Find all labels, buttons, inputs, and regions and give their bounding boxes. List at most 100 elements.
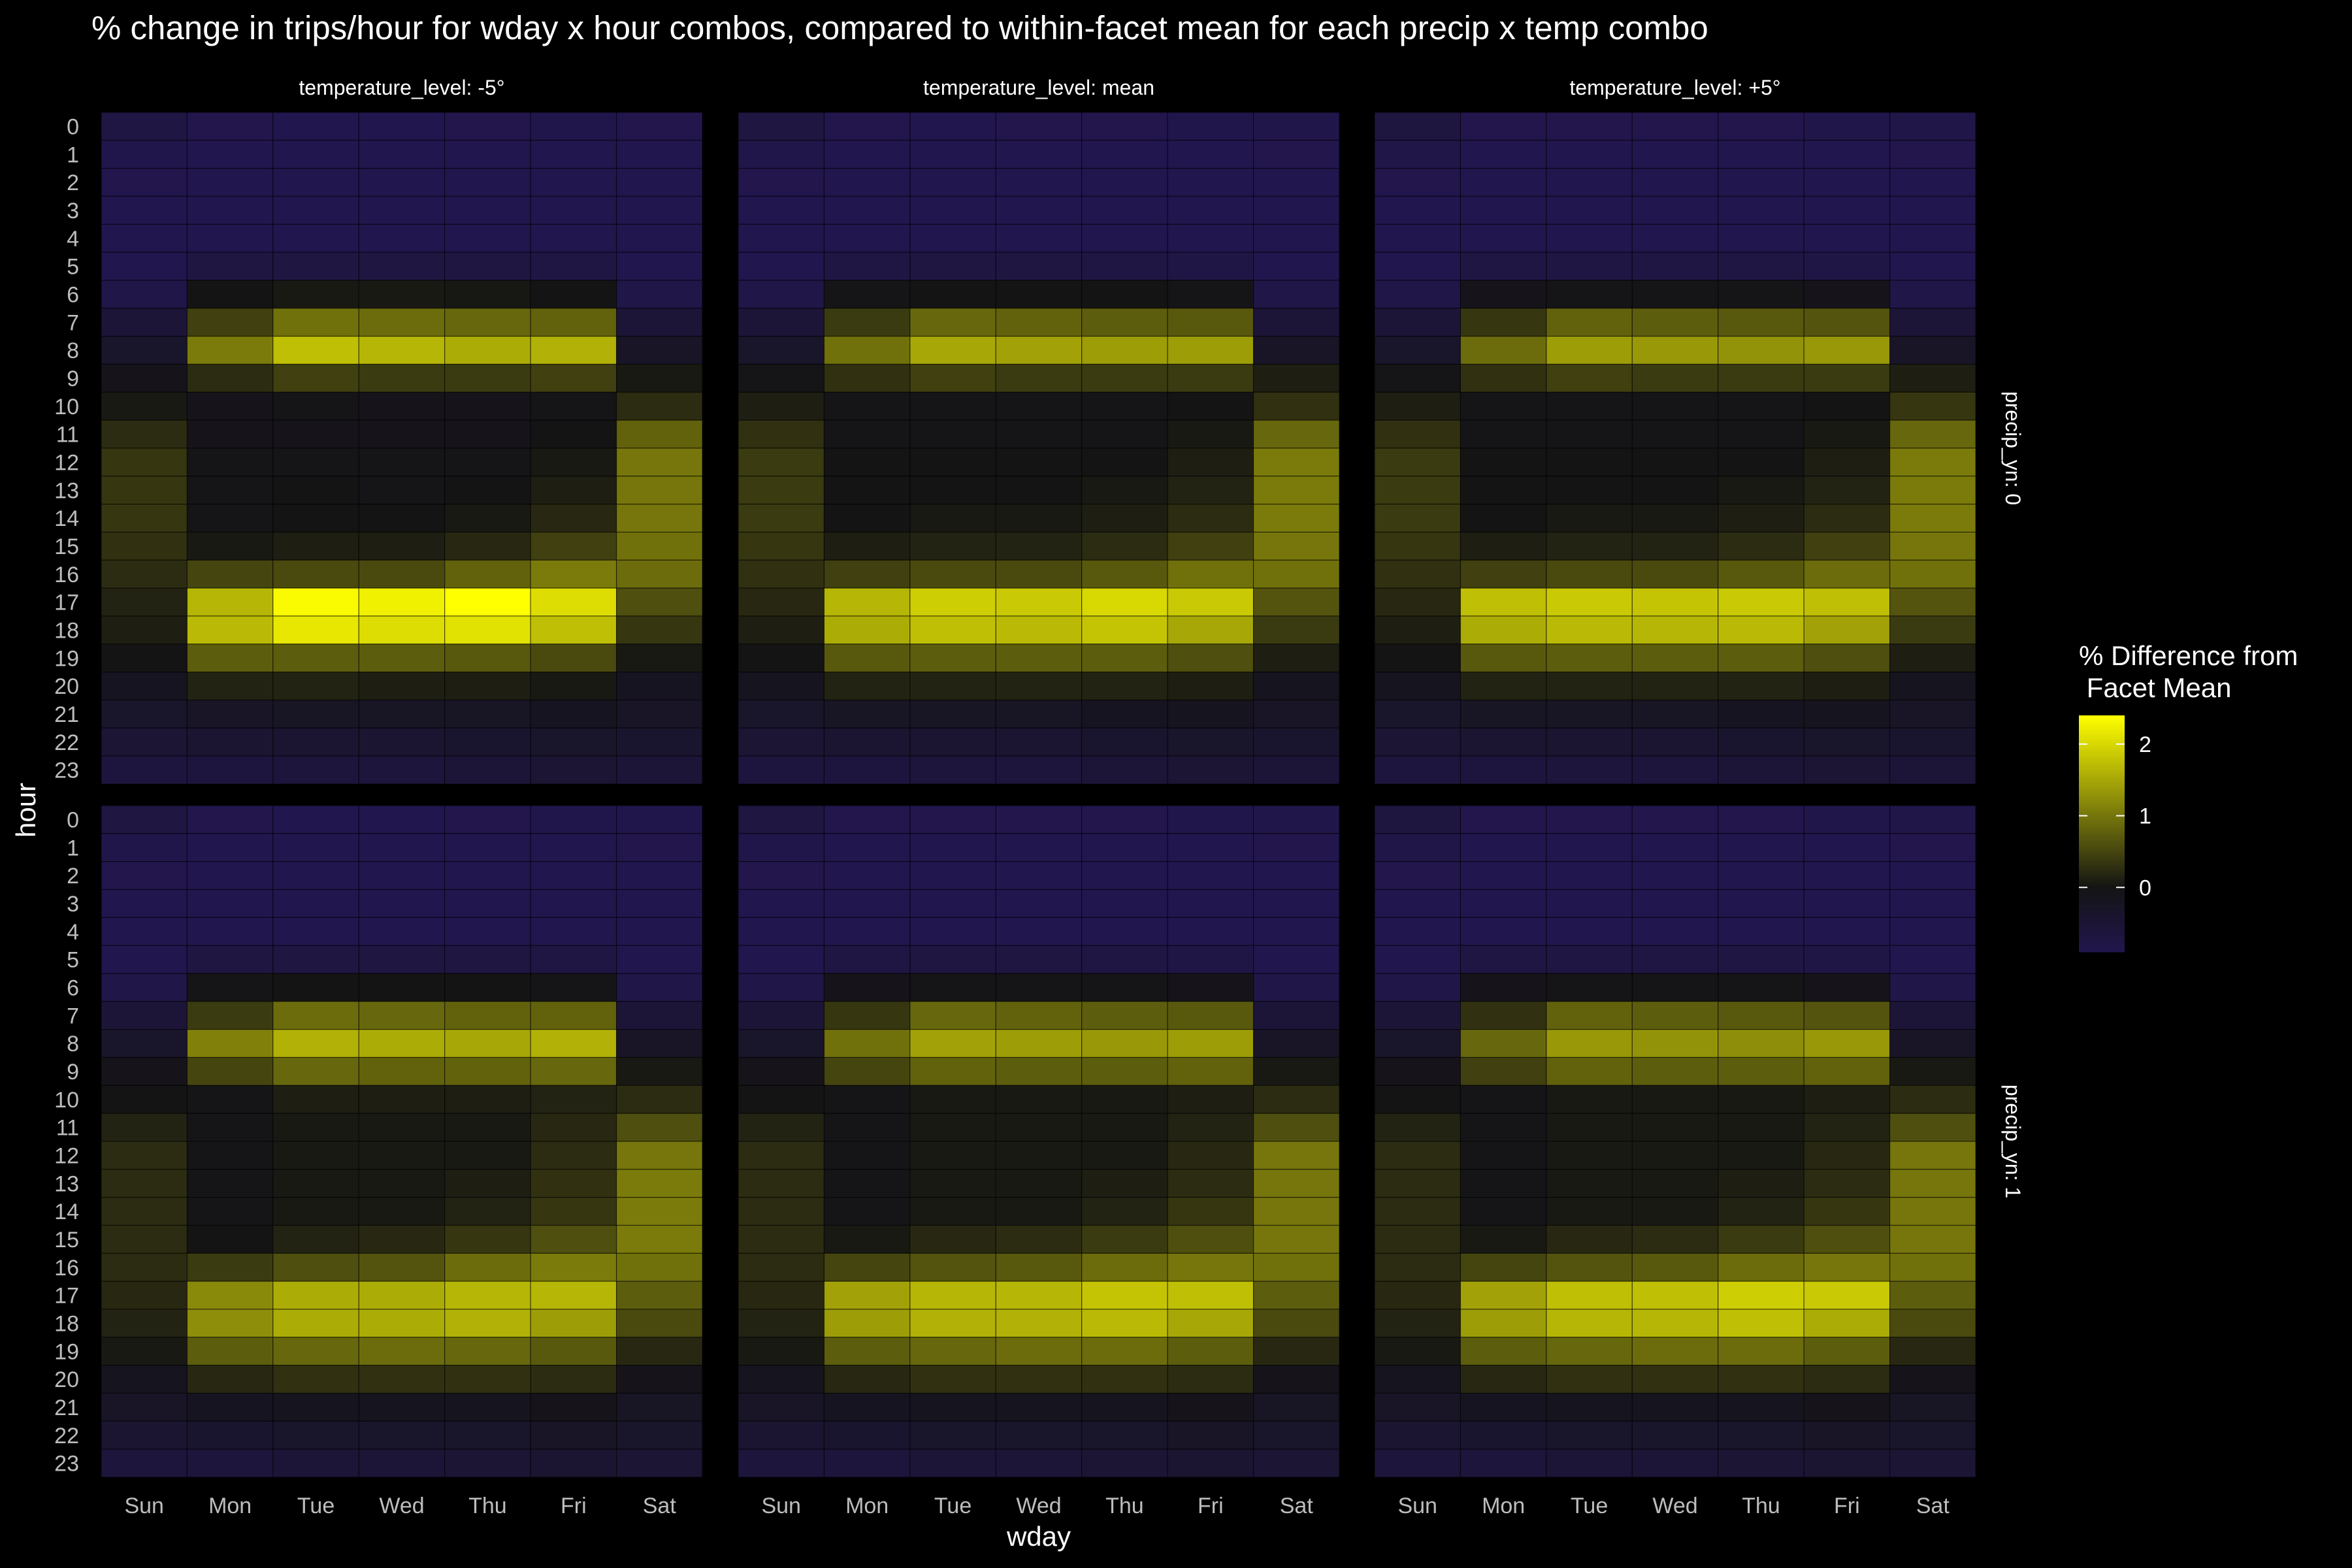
heatmap-cell bbox=[101, 1056, 188, 1086]
heatmap-cell bbox=[615, 1056, 703, 1086]
heatmap-cell bbox=[530, 363, 617, 393]
heatmap-cell bbox=[1167, 861, 1254, 890]
heatmap-cell bbox=[1718, 644, 1805, 673]
legend-gradient-step bbox=[2079, 825, 2125, 828]
heatmap-cell bbox=[1803, 1448, 1891, 1478]
heatmap-cell bbox=[358, 140, 446, 169]
legend-gradient-step bbox=[2079, 841, 2125, 844]
heatmap-cell bbox=[358, 280, 446, 309]
heatmap-cell bbox=[444, 1029, 531, 1058]
heatmap-cell bbox=[995, 945, 1083, 974]
heatmap-cell bbox=[995, 1337, 1083, 1366]
heatmap-cell bbox=[995, 833, 1083, 862]
heatmap-cell bbox=[1167, 1029, 1254, 1058]
heatmap-cell bbox=[1803, 699, 1891, 728]
heatmap-cell bbox=[1803, 1029, 1891, 1058]
heatmap-cell bbox=[615, 531, 703, 561]
heatmap-cell bbox=[1718, 112, 1805, 141]
heatmap-cell bbox=[738, 1169, 825, 1198]
heatmap-cell bbox=[1460, 699, 1547, 728]
heatmap-cell bbox=[1889, 805, 1976, 834]
heatmap-cell bbox=[186, 833, 274, 862]
heatmap-cell bbox=[1374, 195, 1462, 225]
heatmap-cell bbox=[909, 1197, 996, 1226]
heatmap-cell bbox=[1460, 973, 1547, 1002]
legend-gradient-step bbox=[2079, 788, 2125, 791]
legend-gradient-step bbox=[2079, 804, 2125, 807]
heatmap-cell bbox=[909, 1085, 996, 1114]
y-tick-label: 15 bbox=[54, 534, 79, 559]
heatmap-cell bbox=[1252, 889, 1340, 918]
heatmap-cell bbox=[530, 889, 617, 918]
heatmap-cell bbox=[186, 531, 274, 561]
heatmap-cell bbox=[995, 1141, 1083, 1170]
heatmap-cell bbox=[530, 1029, 617, 1058]
heatmap-cell bbox=[444, 223, 531, 253]
legend-gradient-step bbox=[2079, 865, 2125, 868]
heatmap-cell bbox=[1460, 252, 1547, 281]
heatmap-cell bbox=[1460, 1392, 1547, 1422]
heatmap-cell bbox=[738, 587, 825, 617]
heatmap-cell bbox=[1546, 1420, 1633, 1450]
heatmap-cell bbox=[1460, 559, 1547, 589]
heatmap-cell bbox=[358, 1420, 446, 1450]
heatmap-cell bbox=[1081, 727, 1168, 757]
heatmap-cell bbox=[101, 1448, 188, 1478]
heatmap-cell bbox=[1803, 587, 1891, 617]
heatmap-cell bbox=[615, 889, 703, 918]
heatmap-cell bbox=[101, 917, 188, 946]
heatmap-cell bbox=[1252, 805, 1340, 834]
heatmap-cell bbox=[1374, 223, 1462, 253]
heatmap-cell bbox=[738, 168, 825, 197]
heatmap-cell bbox=[823, 727, 911, 757]
heatmap-cell bbox=[738, 1001, 825, 1030]
heatmap-cell bbox=[1374, 419, 1462, 449]
heatmap-cell bbox=[1718, 1197, 1805, 1226]
heatmap-cell bbox=[909, 1113, 996, 1142]
x-tick-label: Mon bbox=[845, 1494, 889, 1518]
heatmap-cell bbox=[1167, 833, 1254, 862]
heatmap-cell bbox=[1718, 973, 1805, 1002]
heatmap-cell bbox=[823, 833, 911, 862]
heatmap-cell bbox=[1889, 363, 1976, 393]
heatmap-cell bbox=[995, 1001, 1083, 1030]
legend-gradient-step bbox=[2079, 902, 2125, 906]
heatmap-cell bbox=[1167, 419, 1254, 449]
legend-gradient-step bbox=[2079, 782, 2125, 785]
heatmap-cell bbox=[358, 1169, 446, 1198]
heatmap-cell bbox=[1167, 1252, 1254, 1282]
heatmap-cell bbox=[995, 363, 1083, 393]
legend-gradient-step bbox=[2079, 806, 2125, 809]
heatmap-cell bbox=[1803, 615, 1891, 645]
heatmap-cell bbox=[272, 308, 359, 337]
y-tick-label: 17 bbox=[54, 1284, 79, 1309]
heatmap-cell bbox=[1889, 1309, 1976, 1338]
heatmap-cell bbox=[1889, 504, 1976, 533]
heatmap-cell bbox=[1889, 1252, 1976, 1282]
heatmap-cell bbox=[1252, 1141, 1340, 1170]
heatmap-cell bbox=[1374, 1392, 1462, 1422]
heatmap-cell bbox=[1374, 252, 1462, 281]
heatmap-cell bbox=[1546, 1056, 1633, 1086]
legend-gradient-step bbox=[2079, 770, 2125, 774]
legend-gradient-step bbox=[2079, 918, 2125, 921]
heatmap-cell bbox=[615, 1141, 703, 1170]
heatmap-cell bbox=[909, 1141, 996, 1170]
heatmap-cell bbox=[1460, 531, 1547, 561]
y-tick-label: 23 bbox=[54, 1452, 79, 1477]
heatmap-cell bbox=[358, 945, 446, 974]
heatmap-cell bbox=[1167, 140, 1254, 169]
heatmap-cell bbox=[615, 280, 703, 309]
heatmap-cell bbox=[1081, 448, 1168, 477]
heatmap-cell bbox=[1889, 917, 1976, 946]
facet-panel bbox=[101, 112, 703, 785]
heatmap-cell bbox=[1631, 336, 1719, 365]
heatmap-cell bbox=[615, 1281, 703, 1310]
heatmap-cell bbox=[909, 1365, 996, 1394]
legend-gradient-step bbox=[2079, 922, 2125, 925]
x-tick-label: Mon bbox=[1482, 1494, 1525, 1518]
heatmap-cell bbox=[909, 280, 996, 309]
heatmap-cell bbox=[615, 391, 703, 421]
heatmap-cell bbox=[358, 805, 446, 834]
heatmap-cell bbox=[1167, 1309, 1254, 1338]
